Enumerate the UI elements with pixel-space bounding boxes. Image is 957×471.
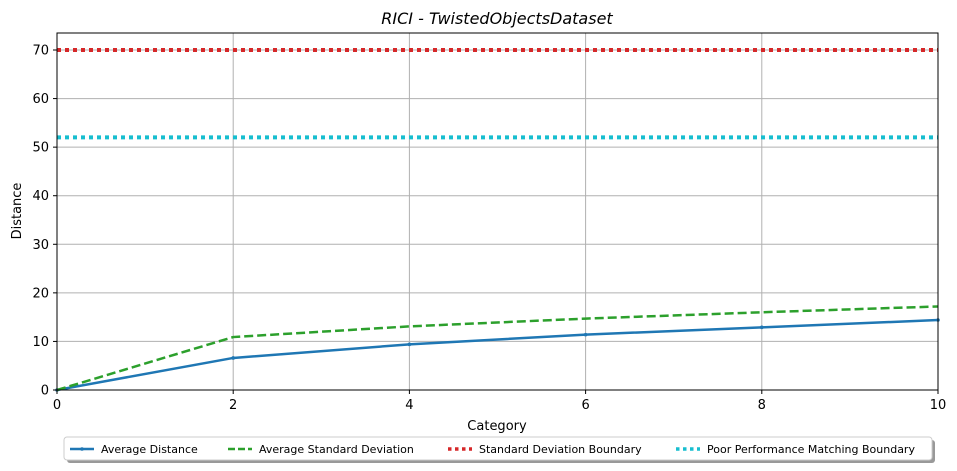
y-tick-label: 30 bbox=[32, 238, 49, 253]
legend: Average Distance Average Standard Deviati… bbox=[63, 436, 935, 463]
legend-label-3: Standard Deviation Boundary bbox=[479, 443, 642, 456]
x-tick-label: 10 bbox=[930, 398, 947, 413]
series-line-2 bbox=[56, 305, 939, 392]
y-tick-label: 40 bbox=[32, 189, 49, 204]
x-tick-label: 8 bbox=[758, 398, 766, 413]
plot-frame bbox=[56, 32, 939, 391]
series-1-point bbox=[407, 342, 412, 347]
legend-swatch-marker bbox=[80, 447, 84, 451]
x-tick-label: 6 bbox=[581, 398, 589, 413]
x-tick-label: 2 bbox=[229, 398, 237, 413]
y-tick-label: 70 bbox=[32, 44, 49, 59]
series-1-point bbox=[760, 325, 764, 330]
y-axis-label: Distance bbox=[10, 183, 25, 240]
chart-title: RICI - TwistedObjectsDataset bbox=[381, 9, 613, 28]
axis-ticks: 0 2 4 6 8 10 0 10 20 30 40 50 60 70 bbox=[32, 44, 946, 414]
y-tick-label: 60 bbox=[32, 92, 49, 107]
legend-box bbox=[63, 436, 933, 461]
legend-label-1: Average Distance bbox=[101, 443, 198, 456]
x-tick-label: 4 bbox=[405, 398, 413, 413]
legend-label-2: Average Standard Deviation bbox=[259, 443, 414, 456]
y-tick-label: 0 bbox=[41, 384, 49, 399]
x-axis-label: Category bbox=[467, 419, 527, 434]
y-tick-label: 50 bbox=[32, 141, 49, 156]
y-tick-label: 20 bbox=[32, 286, 49, 301]
y-tick-label: 10 bbox=[32, 335, 49, 350]
series-line-1 bbox=[56, 318, 939, 392]
series-1-point bbox=[583, 332, 588, 337]
series-1-point bbox=[231, 356, 235, 360]
legend-label-4: Poor Performance Matching Boundary bbox=[707, 443, 915, 456]
x-tick-label: 0 bbox=[53, 398, 61, 413]
series-layer bbox=[55, 48, 940, 392]
